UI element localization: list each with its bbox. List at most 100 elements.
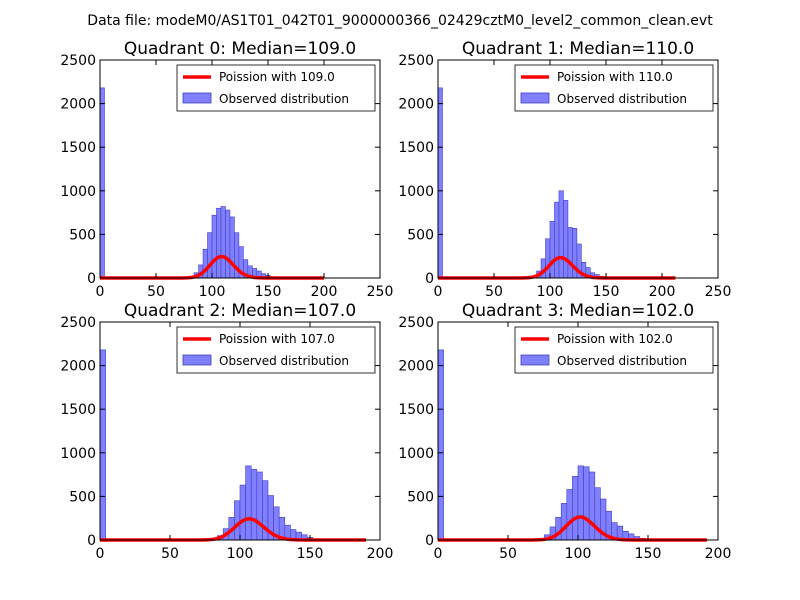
histogram-bar <box>572 476 579 541</box>
y-tick-label: 2000 <box>398 359 434 375</box>
chart-panel-0: 0 50 100 150 200 25005001000150020002500Quadr… <box>60 39 393 300</box>
axes-frame <box>437 59 719 279</box>
legend-bar-swatch <box>182 92 212 104</box>
histogram-bar <box>545 238 551 279</box>
x-tick-label: 50 <box>499 546 517 562</box>
x-tick-label: 200 <box>367 546 394 562</box>
legend: Poission with 102.0 Observed distribution <box>514 326 714 374</box>
x-tick-label: 250 <box>367 284 394 300</box>
legend-label: Poission with 102.0 <box>557 332 673 346</box>
histogram-bar <box>250 469 258 541</box>
y-tick-label: 0 <box>87 533 96 549</box>
legend-label: Poission with 107.0 <box>219 332 335 346</box>
y-tick-label: 1000 <box>60 446 96 462</box>
x-tick-label: 0 <box>434 546 443 562</box>
x-tick-label: 50 <box>485 284 503 300</box>
y-tick-label: 500 <box>407 227 434 243</box>
legend-label: Observed distribution <box>557 92 687 106</box>
histogram-bar <box>563 200 569 279</box>
x-tick-label: 200 <box>705 546 732 562</box>
x-tick-label: 250 <box>705 284 732 300</box>
histogram-bar <box>220 206 226 279</box>
histogram-bar <box>207 232 213 279</box>
histogram-bar <box>583 466 590 541</box>
histogram-bar <box>567 227 573 279</box>
y-tick-label: 2500 <box>398 315 434 331</box>
y-tick-label: 0 <box>425 533 434 549</box>
y-tick-label: 500 <box>69 489 96 505</box>
y-tick-label: 2500 <box>60 53 96 69</box>
histogram-bar <box>234 500 241 541</box>
x-tick-label: 150 <box>255 284 282 300</box>
histogram-bar <box>229 216 235 279</box>
histogram-bar <box>566 489 573 541</box>
y-tick-label: 1000 <box>60 184 96 200</box>
y-tick-label: 2000 <box>398 97 434 113</box>
y-tick-label: 1500 <box>398 140 434 156</box>
histogram-bar <box>437 87 443 279</box>
panel-title: Quadrant 1: Median=110.0 <box>462 39 694 59</box>
histogram-bar <box>560 503 568 541</box>
histogram-bar <box>216 207 222 279</box>
chart-panel-2: 0 50 100 150 20005001000150020002500Quadrant… <box>60 301 393 562</box>
x-tick-label: 100 <box>565 546 592 562</box>
y-tick-label: 500 <box>407 489 434 505</box>
legend-label: Observed distribution <box>219 354 349 368</box>
y-tick-label: 500 <box>69 227 96 243</box>
histogram-bar <box>256 471 263 541</box>
x-tick-label: 100 <box>227 546 254 562</box>
x-tick-label: 50 <box>147 284 165 300</box>
histogram-bar <box>99 349 106 541</box>
x-tick-label: 100 <box>537 284 564 300</box>
y-tick-label: 2000 <box>60 97 96 113</box>
y-tick-label: 1500 <box>398 402 434 418</box>
x-tick-label: 50 <box>161 546 179 562</box>
y-tick-label: 2000 <box>60 359 96 375</box>
x-tick-label: 150 <box>297 546 324 562</box>
y-tick-label: 1500 <box>60 140 96 156</box>
legend-label: Observed distribution <box>557 354 687 368</box>
x-tick-label: 150 <box>593 284 620 300</box>
y-tick-label: 1000 <box>398 184 434 200</box>
histogram-bar <box>437 349 444 541</box>
x-tick-label: 0 <box>96 546 105 562</box>
histogram-bar <box>211 214 217 279</box>
histogram-bar <box>99 87 105 279</box>
y-tick-label: 2500 <box>60 315 96 331</box>
legend-bar-swatch <box>520 354 550 366</box>
x-tick-label: 0 <box>434 284 443 300</box>
axes-frame <box>99 59 381 279</box>
legend: Poission with 110.0 Observed distribution <box>514 64 714 112</box>
histogram-bar <box>245 465 252 541</box>
histogram-bar <box>225 209 231 279</box>
legend-bar-swatch <box>182 354 212 366</box>
x-tick-label: 200 <box>311 284 338 300</box>
histogram-bar <box>554 201 560 279</box>
panel-title: Quadrant 2: Median=107.0 <box>124 301 356 321</box>
x-tick-label: 100 <box>199 284 226 300</box>
histogram-bar <box>558 190 564 279</box>
legend-label: Observed distribution <box>219 92 349 106</box>
x-tick-label: 200 <box>649 284 676 300</box>
legend-bar-swatch <box>520 92 550 104</box>
legend: Poission with 107.0 Observed distribution <box>176 326 376 374</box>
legend-label: Poission with 109.0 <box>219 70 335 84</box>
y-tick-label: 0 <box>87 271 96 287</box>
y-tick-label: 1000 <box>398 446 434 462</box>
y-tick-label: 0 <box>425 271 434 287</box>
y-tick-label: 2500 <box>398 53 434 69</box>
figure-suptitle: Data file: modeM0/AS1T01_042T01_90000003… <box>87 13 713 29</box>
panel-title: Quadrant 0: Median=109.0 <box>124 39 356 59</box>
x-tick-label: 150 <box>635 546 662 562</box>
chart-panel-1: 0 50 100 150 200 25005001000150020002500Quadr… <box>398 39 731 300</box>
chart-panel-3: 0 50 100 150 20005001000150020002500Quadrant… <box>398 301 731 562</box>
y-tick-label: 1500 <box>60 402 96 418</box>
legend: Poission with 109.0 Observed distribution <box>176 64 376 112</box>
histogram-bar <box>577 465 584 541</box>
histogram-bar <box>588 471 596 541</box>
legend-label: Poission with 110.0 <box>557 70 673 84</box>
panel-title: Quadrant 3: Median=102.0 <box>462 301 694 321</box>
histogram-bar <box>239 484 246 541</box>
x-tick-label: 0 <box>96 284 105 300</box>
